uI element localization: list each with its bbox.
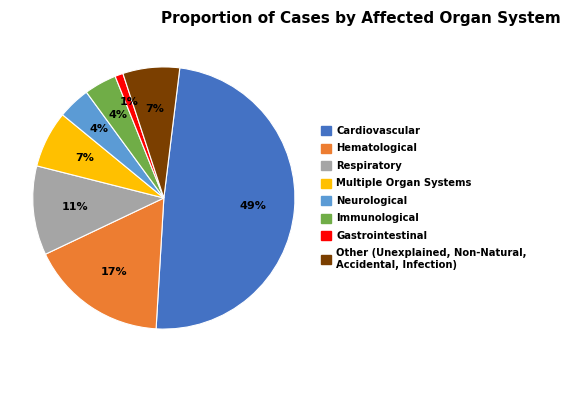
Text: 4%: 4% <box>108 110 128 120</box>
Wedge shape <box>63 92 164 198</box>
Text: 7%: 7% <box>146 104 164 114</box>
Wedge shape <box>115 74 164 198</box>
Wedge shape <box>86 76 164 198</box>
Wedge shape <box>45 198 164 329</box>
Title: Proportion of Cases by Affected Organ System: Proportion of Cases by Affected Organ Sy… <box>160 11 560 26</box>
Text: 4%: 4% <box>89 124 108 134</box>
Text: 1%: 1% <box>119 97 138 107</box>
Text: 7%: 7% <box>75 153 94 163</box>
Text: 49%: 49% <box>239 201 266 211</box>
Wedge shape <box>123 67 180 198</box>
Wedge shape <box>33 166 164 254</box>
Wedge shape <box>156 68 295 329</box>
Legend: Cardiovascular, Hematological, Respiratory, Multiple Organ Systems, Neurological: Cardiovascular, Hematological, Respirato… <box>321 126 527 270</box>
Text: 11%: 11% <box>62 202 89 212</box>
Text: 17%: 17% <box>101 267 127 277</box>
Wedge shape <box>37 115 164 198</box>
